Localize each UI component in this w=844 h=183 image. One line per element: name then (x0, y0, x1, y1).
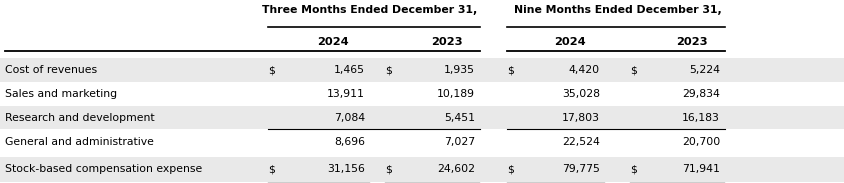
Text: $: $ (268, 66, 274, 75)
Text: 71,941: 71,941 (681, 164, 719, 174)
FancyBboxPatch shape (0, 157, 844, 182)
FancyBboxPatch shape (0, 130, 844, 154)
Text: $: $ (630, 66, 636, 75)
Text: $: $ (506, 66, 513, 75)
Text: 35,028: 35,028 (561, 89, 599, 99)
Text: Three Months Ended December 31,: Three Months Ended December 31, (262, 5, 477, 16)
Text: 1,465: 1,465 (333, 66, 365, 75)
Text: Cost of revenues: Cost of revenues (5, 66, 97, 75)
Text: $: $ (385, 164, 392, 174)
Text: 8,696: 8,696 (333, 137, 365, 147)
Text: 17,803: 17,803 (561, 113, 599, 123)
Text: Nine Months Ended December 31,: Nine Months Ended December 31, (513, 5, 721, 16)
Text: 2023: 2023 (675, 37, 707, 47)
Text: $: $ (630, 164, 636, 174)
Text: 20,700: 20,700 (681, 137, 719, 147)
Text: $: $ (268, 164, 274, 174)
Text: General and administrative: General and administrative (5, 137, 154, 147)
Text: 29,834: 29,834 (681, 89, 719, 99)
Text: 2023: 2023 (430, 37, 463, 47)
FancyBboxPatch shape (0, 106, 844, 130)
Text: 4,420: 4,420 (568, 66, 599, 75)
Text: 13,911: 13,911 (327, 89, 365, 99)
Text: 79,775: 79,775 (561, 164, 599, 174)
Text: 1,935: 1,935 (443, 66, 474, 75)
Text: 7,027: 7,027 (443, 137, 474, 147)
Text: 24,602: 24,602 (436, 164, 474, 174)
Text: 16,183: 16,183 (681, 113, 719, 123)
Text: $: $ (506, 164, 513, 174)
Text: 7,084: 7,084 (333, 113, 365, 123)
Text: 10,189: 10,189 (436, 89, 474, 99)
Text: 2024: 2024 (317, 37, 349, 47)
Text: Sales and marketing: Sales and marketing (5, 89, 117, 99)
Text: $: $ (385, 66, 392, 75)
Text: Stock-based compensation expense: Stock-based compensation expense (5, 164, 202, 174)
FancyBboxPatch shape (0, 82, 844, 107)
Text: 22,524: 22,524 (561, 137, 599, 147)
Text: 5,451: 5,451 (443, 113, 474, 123)
Text: Research and development: Research and development (5, 113, 154, 123)
Text: 31,156: 31,156 (327, 164, 365, 174)
Text: 2024: 2024 (554, 37, 586, 47)
Text: 5,224: 5,224 (688, 66, 719, 75)
FancyBboxPatch shape (0, 58, 844, 83)
